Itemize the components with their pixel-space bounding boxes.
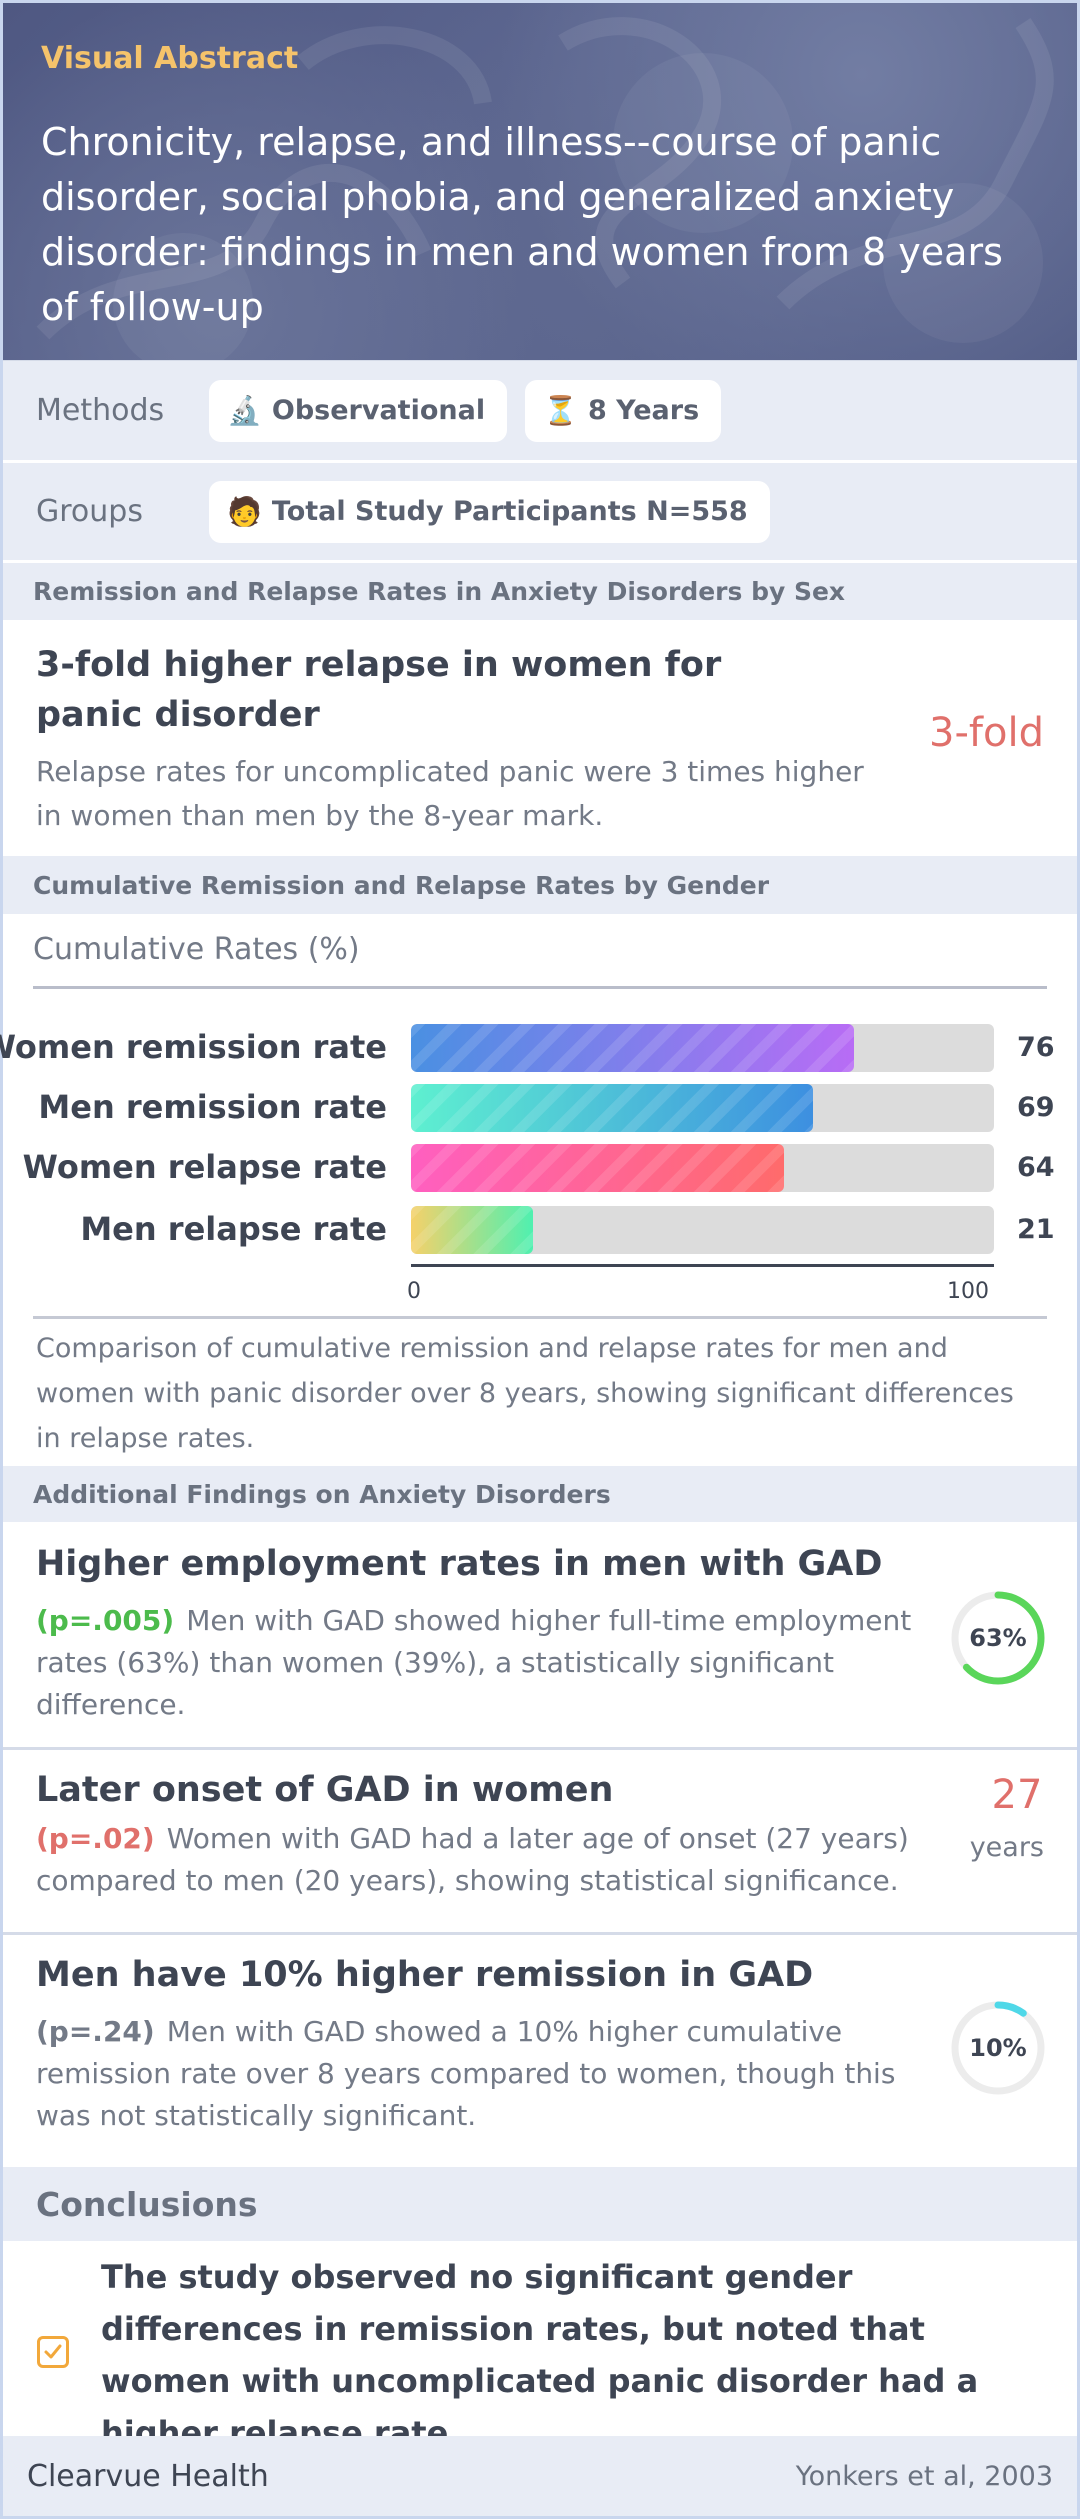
finding-remission-gad: Men have 10% higher remission in GAD (p=… [3,1935,1077,2167]
p-value: (p=.24) [36,2015,155,2048]
ring-label: 63% [969,1624,1027,1652]
conclusions-text: The study observed no significant gender… [101,2258,979,2452]
remission-progress-ring [951,2001,1045,2095]
finding-onset: Later onset of GAD in women (p=.02) Women… [3,1750,1077,1935]
bar-value-label: 76 [1017,1032,1055,1063]
finding-text: Men with GAD showed higher full-time emp… [36,1604,912,1721]
p-value: (p=.02) [36,1822,155,1855]
ring-label: 10% [969,2034,1027,2062]
method-chip-observational: 🔬 Observational [209,379,508,442]
employment-progress-ring [951,1591,1045,1685]
x-axis-line [411,1264,994,1267]
groups-label: Groups [36,494,143,529]
finding-title: Higher employment rates in men with GAD [36,1544,883,1584]
finding-title: Men have 10% higher remission in GAD [36,1955,814,1995]
section-header-remission: Remission and Relapse Rates in Anxiety D… [3,560,1077,620]
finding-text: Women with GAD had a later age of onset … [36,1822,909,1897]
bar-track [411,1144,994,1192]
finding-title: Later onset of GAD in women [36,1770,614,1810]
person-icon: 🧑 [227,495,262,528]
key-finding-description: Relapse rates for uncomplicated panic we… [36,755,864,832]
background-swirls [36,17,1054,360]
conclusions-header: Conclusions [3,2167,1077,2241]
visual-abstract-label: Visual Abstract [41,41,299,76]
bar [411,1144,785,1192]
ring-progress-arc [951,2001,1045,2095]
bar-track [411,1206,994,1254]
method-chip-label: Observational [271,395,486,426]
finding-description: (p=.24) Men with GAD showed a 10% higher … [36,2011,916,2137]
bar-label: Women relapse rate [22,1148,387,1186]
methods-label: Methods [36,393,165,428]
hourglass-icon: ⏳ [543,394,578,427]
header-banner: Visual Abstract Chronicity, relapse, and… [3,3,1077,360]
finding-description: (p=.005) Men with GAD showed higher full-… [36,1600,916,1726]
bar-track [411,1024,994,1072]
bar-value-label: 64 [1017,1152,1055,1183]
cumulative-rates-chart: Cumulative Rates (%) 0 100 Comparison of… [0,914,1077,1466]
page-title: Chronicity, relapse, and illness--course… [41,120,1003,329]
microscope-icon: 🔬 [227,394,262,427]
x-tick-max: 100 [947,1279,989,1304]
checkbox-icon [37,2336,69,2368]
ring-progress-arc [951,1591,1045,1685]
method-chip-duration: ⏳ 8 Years [525,379,722,442]
section-header-cumulative: Cumulative Remission and Relapse Rates b… [3,856,1077,914]
p-value: (p=.005) [36,1604,175,1637]
chart-title-divider [33,986,1047,989]
group-chip-label: Total Study Participants N=558 [271,496,748,527]
conclusions-card: The study observed no significant gender… [3,2241,1077,2452]
group-chip-participants: 🧑 Total Study Participants N=558 [209,480,770,543]
bar [411,1206,534,1254]
method-chip-label: 8 Years [587,395,700,426]
bar [411,1024,855,1072]
x-tick-min: 0 [407,1279,421,1304]
chart-title: Cumulative Rates (%) [33,932,360,967]
onset-age-unit: years [969,1832,1044,1863]
bar-value-label: 69 [1017,1092,1055,1123]
bar-label: Men remission rate [38,1088,387,1126]
groups-row: Groups 🧑 Total Study Participants N=558 [3,460,1077,560]
bar-value-label: 21 [1017,1214,1055,1245]
footer-brand: Clearvue Health [27,2458,269,2494]
key-finding-title: 3-fold higher relapse in women for panic… [36,645,722,735]
bar [411,1084,814,1132]
footer-citation: Yonkers et al, 2003 [795,2460,1053,2492]
bar-label: Women remission rate [0,1028,387,1066]
chart-divider [33,1316,1047,1319]
key-finding-card: 3-fold higher relapse in women for panic… [3,620,1077,856]
methods-row: Methods 🔬 Observational ⏳ 8 Years [3,360,1077,460]
chart-caption: Comparison of cumulative remission and r… [36,1333,1014,1454]
key-finding-value: 3-fold [929,710,1044,756]
footer: Clearvue Health Yonkers et al, 2003 [3,2436,1077,2516]
section-header-additional: Additional Findings on Anxiety Disorders [3,1466,1077,1522]
onset-age-value: 27 [991,1772,1043,1818]
bar-track [411,1084,994,1132]
finding-employment: Higher employment rates in men with GAD … [3,1522,1077,1750]
bar-label: Men relapse rate [80,1210,387,1248]
finding-text: Men with GAD showed a 10% higher cumulat… [36,2015,896,2132]
finding-description: (p=.02) Women with GAD had a later age of… [36,1818,916,1902]
